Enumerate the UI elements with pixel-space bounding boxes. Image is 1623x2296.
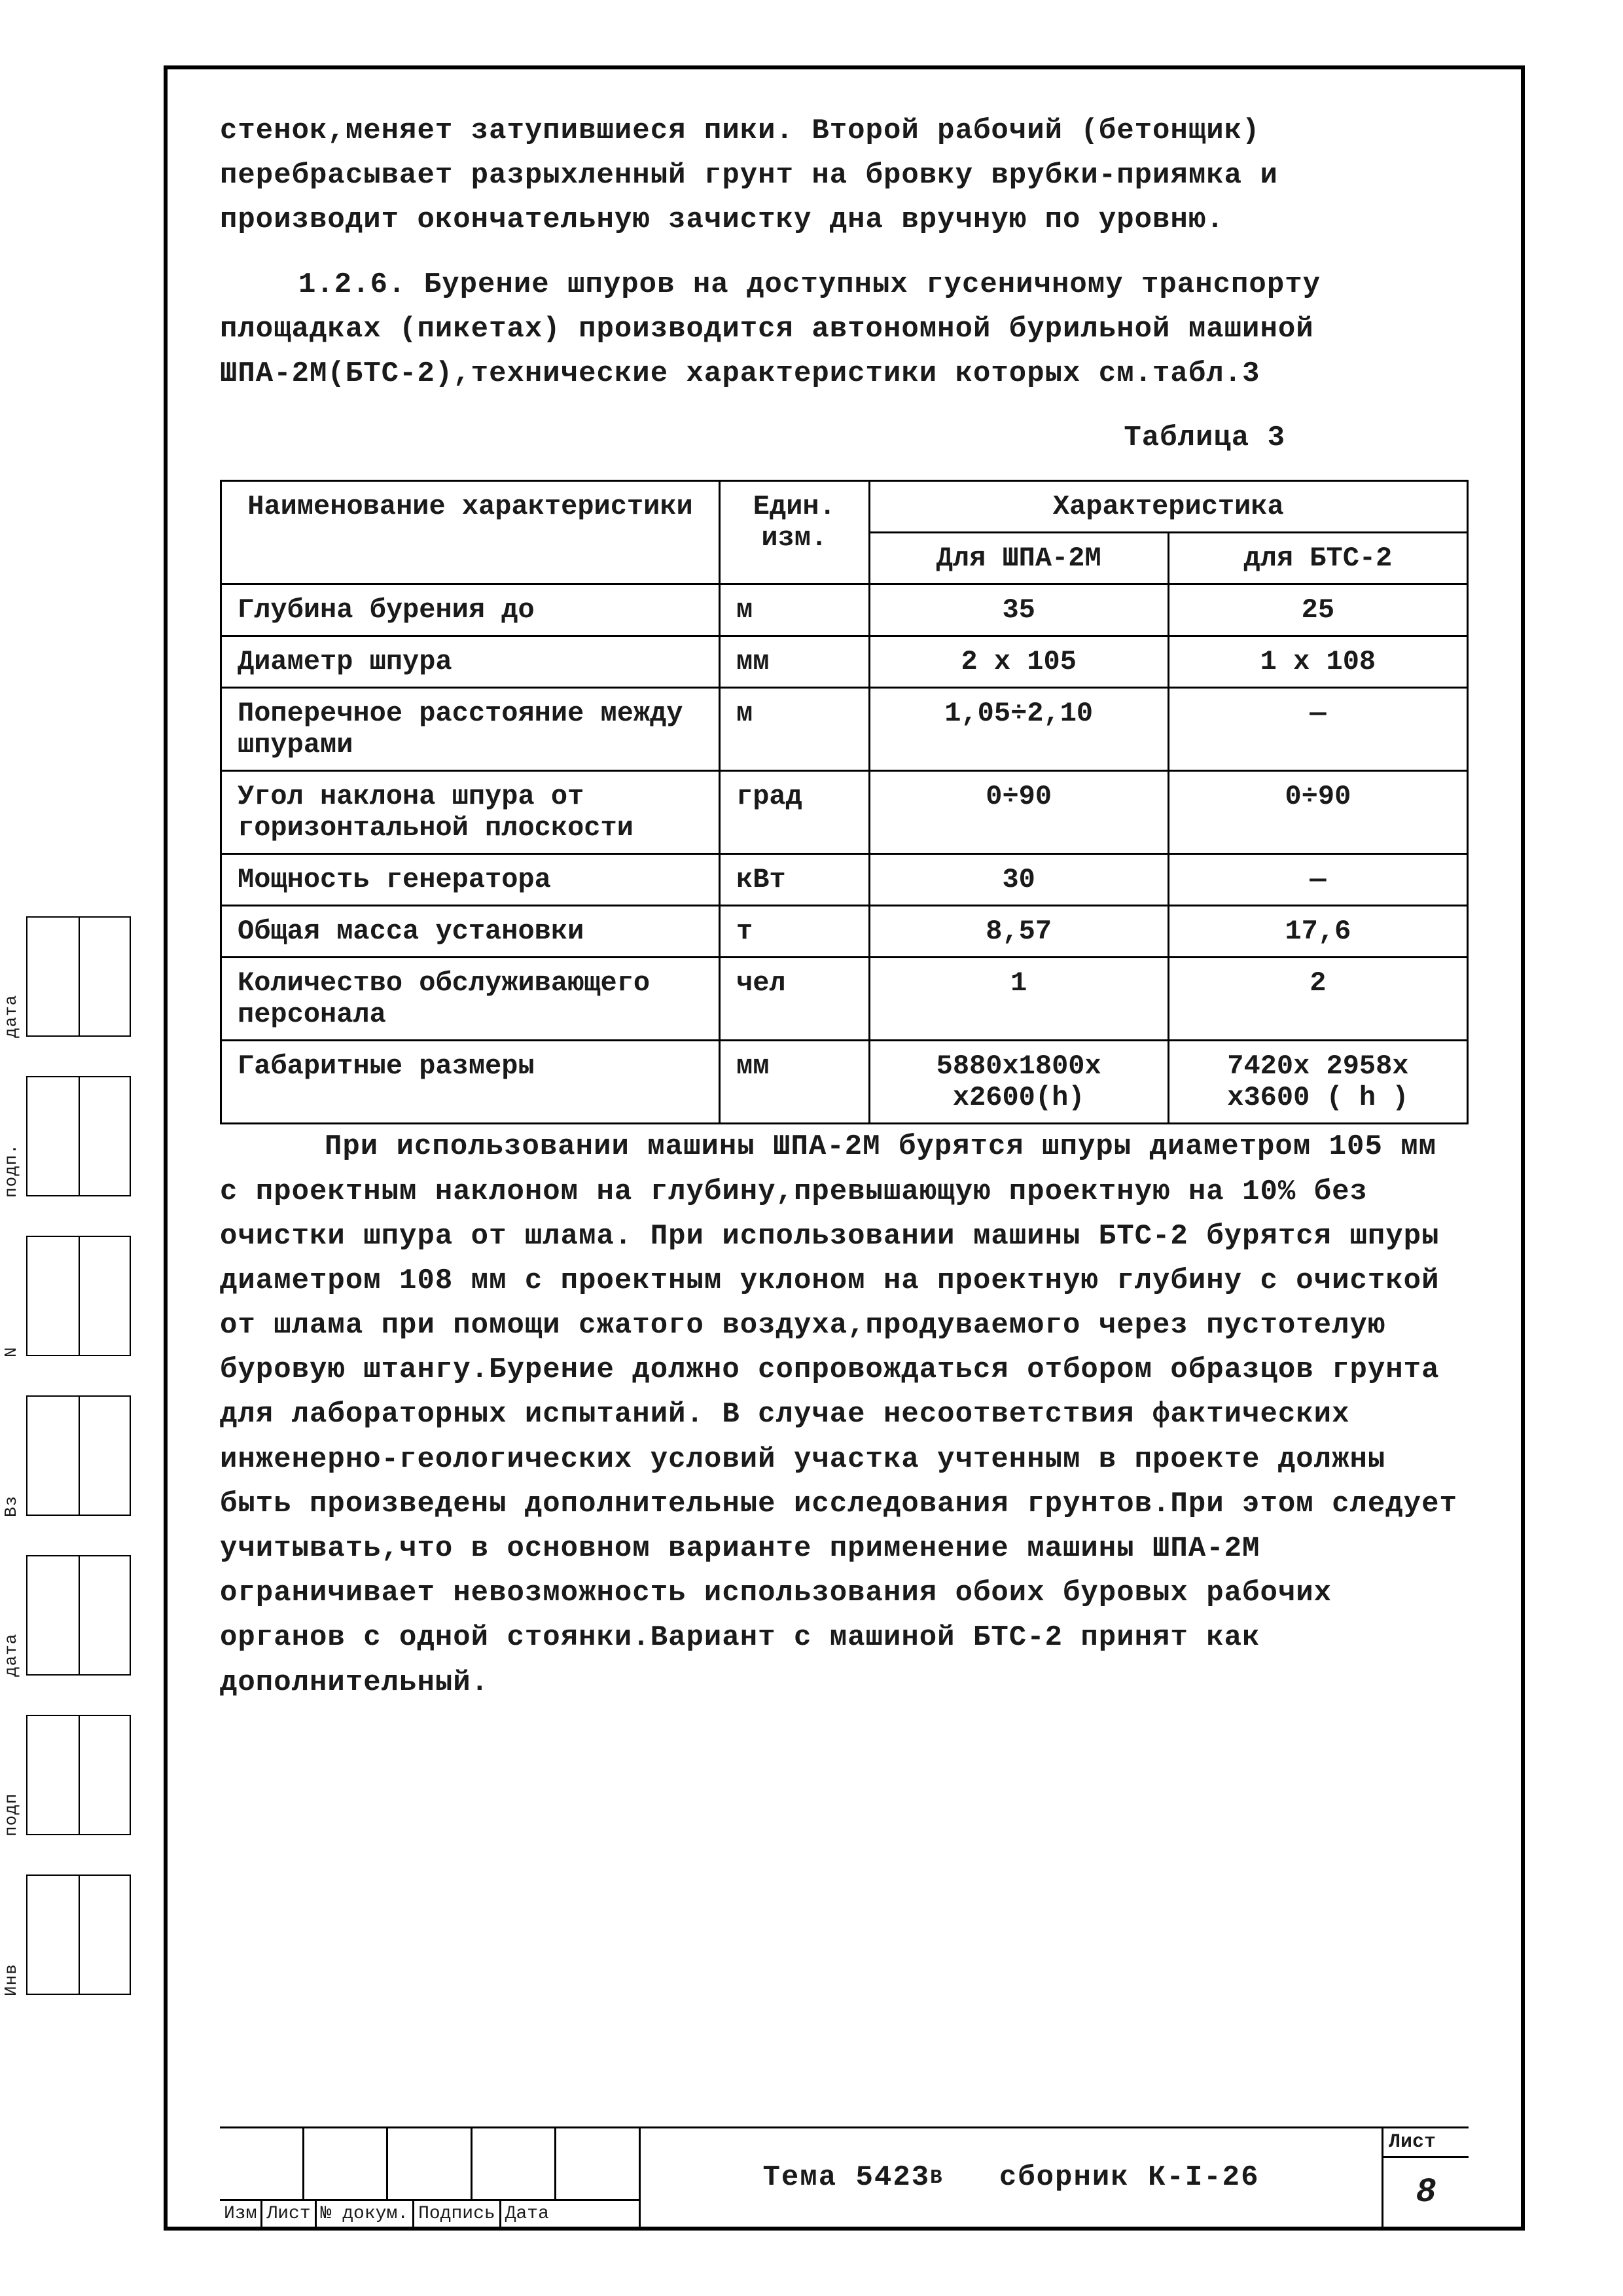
table-row: Габаритные размерымм5880х1800х х2600(h)7… <box>221 1041 1468 1124</box>
table-row: Мощность генераторакВт30— <box>221 854 1468 906</box>
table-cell: град <box>720 771 870 854</box>
footer-cell-label: Изм <box>220 2201 262 2227</box>
table-cell: 7420х 2958х х3600 ( h ) <box>1168 1041 1467 1124</box>
footer-collection: сборник К-I-26 <box>999 2161 1260 2194</box>
table-cell: 30 <box>869 854 1168 906</box>
table-cell: мм <box>720 636 870 688</box>
stub-label: подп. <box>1 1143 21 1198</box>
th-unit: Един. изм. <box>720 481 870 584</box>
stub-label: дата <box>1 995 21 1038</box>
footer-theme-sup: В <box>930 2166 943 2189</box>
table-cell: т <box>720 906 870 958</box>
table-cell: м <box>720 688 870 771</box>
stub-label: N <box>1 1346 21 1357</box>
table-cell: 25 <box>1168 584 1467 636</box>
footer-cell-label: № докум. <box>317 2201 414 2227</box>
table-row: Количество обслуживающего персоналачел12 <box>221 958 1468 1041</box>
footer-cell-label: Дата <box>501 2201 553 2227</box>
table-caption: Таблица 3 <box>220 416 1469 460</box>
stub-label: Инв <box>1 1964 21 1996</box>
title-block: ИзмЛист№ докум.ПодписьДата Тема 5423В сб… <box>220 2126 1469 2227</box>
sheet-number: 8 <box>1383 2158 1469 2227</box>
stub-label: подп <box>1 1793 21 1837</box>
table-row: Общая масса установкит8,5717,6 <box>221 906 1468 958</box>
table-row: Глубина бурения дом3525 <box>221 584 1468 636</box>
document-frame: стенок,меняет затупившиеся пики. Второй … <box>164 65 1525 2231</box>
table-cell: — <box>1168 688 1467 771</box>
table-cell: Диаметр шпура <box>221 636 720 688</box>
table-cell: м <box>720 584 870 636</box>
table-cell: — <box>1168 854 1467 906</box>
th-c1: Для ШПА-2М <box>869 533 1168 584</box>
table-row: Диаметр шпурамм2 х 1051 х 108 <box>221 636 1468 688</box>
th-c2: для БТС-2 <box>1168 533 1467 584</box>
binding-margin-stubs: дата подп. N Вз дата подп Инв <box>26 916 131 2094</box>
table-cell: 1 х 108 <box>1168 636 1467 688</box>
paragraph-2: 1.2.6. Бурение шпуров на доступных гусен… <box>220 262 1469 397</box>
table-cell: 8,57 <box>869 906 1168 958</box>
table-cell: 35 <box>869 584 1168 636</box>
table-cell: 1,05÷2,10 <box>869 688 1168 771</box>
table-cell: Мощность генератора <box>221 854 720 906</box>
table-row: Угол наклона шпура от горизонтальной пло… <box>221 771 1468 854</box>
footer-cell-label: Лист <box>262 2201 316 2227</box>
table-cell: Общая масса установки <box>221 906 720 958</box>
table-cell: Угол наклона шпура от горизонтальной пло… <box>221 771 720 854</box>
stub-label: Вз <box>1 1496 21 1517</box>
footer-theme: Тема 5423 <box>762 2161 930 2194</box>
table-cell: чел <box>720 958 870 1041</box>
sheet-label: Лист <box>1383 2128 1469 2158</box>
table-cell: Поперечное расстояние между шпурами <box>221 688 720 771</box>
th-group: Характеристика <box>869 481 1467 533</box>
table-cell: Габаритные размеры <box>221 1041 720 1124</box>
table-cell: 2 <box>1168 958 1467 1041</box>
table-cell: Количество обслуживающего персонала <box>221 958 720 1041</box>
table-cell: 5880х1800х х2600(h) <box>869 1041 1168 1124</box>
paragraph-1: стенок,меняет затупившиеся пики. Второй … <box>220 109 1469 243</box>
table-cell: 2 х 105 <box>869 636 1168 688</box>
spec-table: Наименование характеристики Един. изм. Х… <box>220 480 1469 1124</box>
table-cell: 0÷90 <box>1168 771 1467 854</box>
table-cell: 17,6 <box>1168 906 1467 958</box>
footer-cell-label: Подпись <box>414 2201 501 2227</box>
table-cell: мм <box>720 1041 870 1124</box>
table-cell: 1 <box>869 958 1168 1041</box>
stub-label: дата <box>1 1634 21 1677</box>
paragraph-3: При использовании машины ШПА-2М бурятся … <box>220 1124 1469 1704</box>
th-name: Наименование характеристики <box>221 481 720 584</box>
table-cell: 0÷90 <box>869 771 1168 854</box>
table-row: Поперечное расстояние между шпурамим1,05… <box>221 688 1468 771</box>
table-cell: Глубина бурения до <box>221 584 720 636</box>
footer-center: Тема 5423В сборник К-I-26 <box>641 2128 1382 2227</box>
table-cell: кВт <box>720 854 870 906</box>
